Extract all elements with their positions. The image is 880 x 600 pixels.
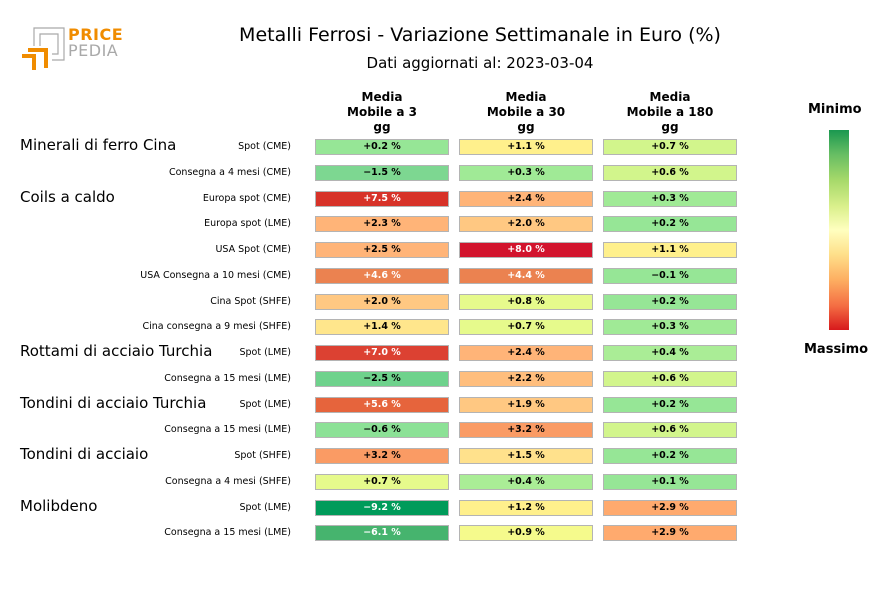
heatmap-cell: +4.6 % — [315, 267, 449, 284]
chart-title: Metalli Ferrosi - Variazione Settimanale… — [239, 24, 721, 46]
row-label: Europa spot (LME) — [204, 218, 291, 230]
heatmap-cell: +1.5 % — [459, 448, 593, 464]
heatmap-cell: +2.3 % — [315, 216, 449, 233]
row-label: Cina consegna a 9 mesi (SHFE) — [142, 321, 291, 333]
heatmap-cell: +0.1 % — [603, 473, 737, 490]
heatmap-cell: +3.2 % — [459, 422, 593, 439]
heatmap-cell: −1.5 % — [315, 164, 449, 181]
heatmap-cell: +3.2 % — [315, 448, 449, 464]
heatmap-cell: +1.1 % — [603, 242, 737, 258]
heatmap-cell: −9.2 % — [315, 499, 449, 516]
heatmap-cell: +0.6 % — [603, 164, 737, 181]
heatmap-cell: +0.7 % — [315, 473, 449, 490]
heatmap-cell: +2.2 % — [459, 370, 593, 387]
heatmap-cell: +2.9 % — [603, 525, 737, 542]
heatmap-cell: +5.6 % — [315, 396, 449, 413]
row-label: Cina Spot (SHFE) — [210, 295, 291, 307]
logo-word-pedia: PEDIA — [68, 41, 119, 60]
heatmap-cell: −0.6 % — [315, 422, 449, 439]
row-label: Consegna a 15 mesi (LME) — [164, 372, 291, 384]
colorbar-min-label: Minimo — [808, 102, 862, 117]
heatmap-cell: +2.4 % — [459, 190, 593, 207]
group-label: Tondini di acciaio Turchia — [20, 393, 207, 412]
row-label: USA Consegna a 10 mesi (CME) — [140, 269, 291, 281]
heatmap-cell: +7.0 % — [315, 345, 449, 361]
group-label: Rottami di acciaio Turchia — [20, 342, 213, 360]
column-header: Media Mobile a 30 gg — [486, 90, 566, 134]
column-header: Media Mobile a 180 gg — [626, 90, 714, 134]
heatmap-cell: +0.2 % — [603, 448, 737, 464]
row-label: Spot (LME) — [239, 501, 291, 513]
heatmap-cell: +0.2 % — [603, 216, 737, 233]
group-label: Minerali di ferro Cina — [20, 136, 177, 154]
heatmap-cell: +0.7 % — [459, 319, 593, 336]
group-label: Tondini di acciaio — [20, 445, 149, 463]
colorbar-max-label: Massimo — [804, 342, 869, 357]
heatmap-cell: +0.3 % — [459, 164, 593, 181]
row-label: Consegna a 15 mesi (LME) — [164, 527, 291, 539]
heatmap-cell: +0.6 % — [603, 370, 737, 387]
heatmap-cell: +0.4 % — [459, 473, 593, 490]
heatmap-cell: +2.4 % — [459, 345, 593, 361]
heatmap-cell: +2.9 % — [603, 499, 737, 516]
heatmap-cell: −2.5 % — [315, 370, 449, 387]
heatmap-cell: +0.7 % — [603, 139, 737, 155]
row-label: Spot (LME) — [239, 398, 291, 410]
group-label: Coils a caldo — [20, 187, 115, 206]
heatmap-cell: +8.0 % — [459, 242, 593, 258]
heatmap-cell: +1.4 % — [315, 319, 449, 336]
group-label: Molibdeno — [20, 496, 98, 515]
pricepedia-logo: PRICE PEDIA — [20, 24, 130, 76]
heatmap-cell: +0.2 % — [603, 293, 737, 310]
heatmap-cell: +2.0 % — [459, 216, 593, 233]
row-label: Spot (CME) — [238, 141, 291, 152]
chart-subtitle: Dati aggiornati al: 2023-03-04 — [366, 54, 594, 72]
heatmap-cell: +0.9 % — [459, 525, 593, 542]
row-label: Consegna a 4 mesi (CME) — [168, 166, 291, 178]
column-header: Media Mobile a 3 gg — [347, 90, 417, 134]
heatmap-cell: +1.2 % — [459, 499, 593, 516]
heatmap-cell: +7.5 % — [315, 190, 449, 207]
heatmap-cell: +0.2 % — [315, 139, 449, 155]
colorbar — [829, 130, 849, 330]
heatmap-cell: +2.0 % — [315, 293, 449, 310]
heatmap-cell: +1.9 % — [459, 396, 593, 413]
heatmap-cell: +0.6 % — [603, 422, 737, 439]
row-label: Europa spot (CME) — [202, 192, 291, 204]
row-label: USA Spot (CME) — [215, 244, 291, 255]
heatmap-cell: +1.1 % — [459, 139, 593, 155]
row-label: Spot (LME) — [239, 347, 291, 358]
heatmap-cell: +0.3 % — [603, 319, 737, 336]
logo-mark-icon — [22, 27, 65, 70]
heatmap-cell: −6.1 % — [315, 525, 449, 542]
heatmap-cell: +4.4 % — [459, 267, 593, 284]
heatmap-cell: −0.1 % — [603, 267, 737, 284]
heatmap-cell: +0.4 % — [603, 345, 737, 361]
row-label: Spot (SHFE) — [234, 450, 291, 461]
heatmap-cell: +0.8 % — [459, 293, 593, 310]
heatmap-cell: +2.5 % — [315, 242, 449, 258]
heatmap-cell: +0.3 % — [603, 190, 737, 207]
logo-word-price: PRICE — [68, 25, 124, 44]
row-label: Consegna a 15 mesi (LME) — [164, 424, 291, 436]
heatmap-cell: +0.2 % — [603, 396, 737, 413]
row-label: Consegna a 4 mesi (SHFE) — [165, 475, 291, 487]
